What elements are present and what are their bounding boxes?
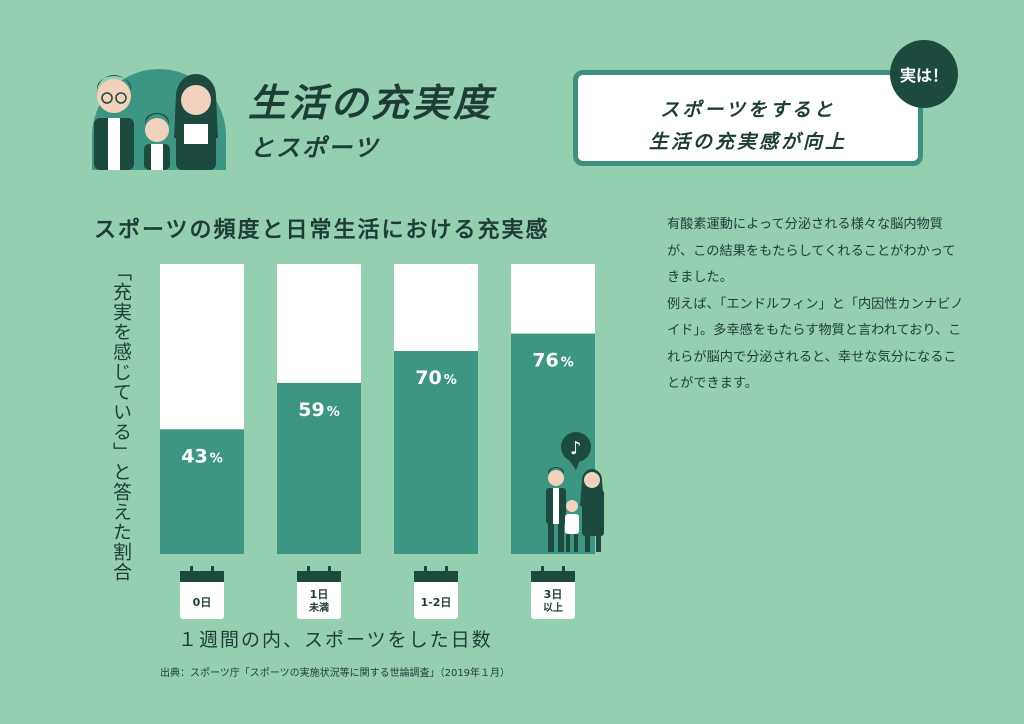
category-label: 3日 xyxy=(544,588,563,601)
bar-value-label: 59% xyxy=(298,399,339,421)
calendar-header xyxy=(531,571,575,582)
calendar-ring xyxy=(328,566,331,575)
callout-line-2: 生活の充実感が向上 xyxy=(648,131,847,153)
callout-box: スポーツをすると 生活の充実感が向上 xyxy=(573,70,923,166)
callout-line-1: スポーツをすると xyxy=(660,99,836,121)
explanation-paragraph-2: 例えば、「エンドルフィン」と「内因性カンナビノイド」。多幸感をもたらす物質と言わ… xyxy=(667,296,964,392)
calendar-header xyxy=(180,571,224,582)
calendar-icon xyxy=(180,571,224,619)
page-subtitle: とスポーツ xyxy=(250,134,380,162)
source-citation: 出典：スポーツ庁「スポーツの実施状況等に関する世論調査」（2019年１月） xyxy=(160,668,511,679)
chart-title: スポーツの頻度と日常生活における充実感 xyxy=(94,218,550,243)
calendar-header xyxy=(297,571,341,582)
category-label: 以上 xyxy=(543,601,563,614)
calendar-ring xyxy=(562,566,565,575)
calendar-ring xyxy=(541,566,544,575)
father-figure xyxy=(94,75,134,170)
y-axis-label: 「充実を感じている」と答えた割合 xyxy=(110,262,132,582)
explanation-paragraph-1: 有酸素運動によって分泌される様々な脳内物質が、この結果をもたらしてくれることがわ… xyxy=(667,217,956,285)
bar-value-label: 76% xyxy=(532,350,573,372)
calendar-icon xyxy=(531,571,575,619)
callout-badge: 実は！ xyxy=(890,40,958,108)
explanation-text: 有酸素運動によって分泌される様々な脳内物質が、この結果をもたらしてくれることがわ… xyxy=(667,212,967,398)
page-title: 生活の充実度 xyxy=(248,81,495,125)
child-figure xyxy=(144,113,170,170)
family-small-illustration: ♪ xyxy=(546,432,604,552)
bar xyxy=(277,382,361,554)
category-label: 1-2日 xyxy=(421,596,452,609)
bar xyxy=(394,351,478,554)
category-label: 1日 xyxy=(310,588,329,601)
calendar-header xyxy=(414,571,458,582)
calendar-icon xyxy=(297,571,341,619)
bar-value-label: 70% xyxy=(415,367,456,389)
calendar-ring xyxy=(445,566,448,575)
calendar-ring xyxy=(190,566,193,575)
category-label: 未満 xyxy=(308,601,329,614)
bar-value-label: 43% xyxy=(181,445,222,467)
x-axis-label: １週間の内、スポーツをした日数 xyxy=(178,629,493,651)
category-label: 0日 xyxy=(193,596,212,609)
calendar-icon xyxy=(414,571,458,619)
calendar-ring xyxy=(211,566,214,575)
calendar-ring xyxy=(424,566,427,575)
family-illustration xyxy=(92,69,226,170)
calendar-ring xyxy=(307,566,310,575)
music-note-icon: ♪ xyxy=(570,438,582,459)
bar xyxy=(160,429,244,554)
mother-figure xyxy=(174,74,218,170)
